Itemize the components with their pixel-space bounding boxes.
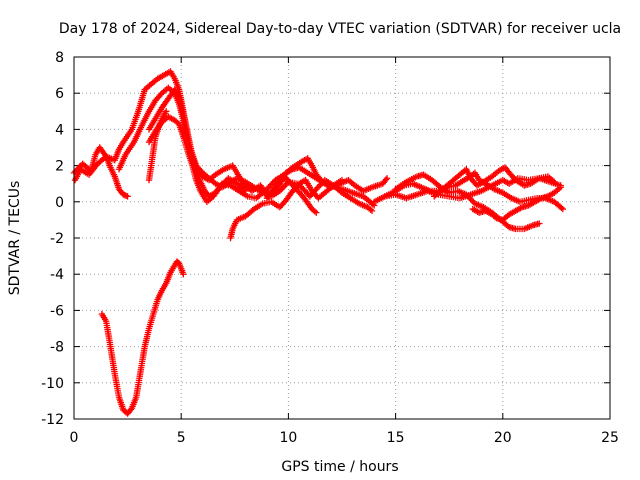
y-tick-label: -6	[50, 303, 64, 319]
x-tick-label: 20	[494, 430, 512, 446]
plot-frame	[73, 56, 611, 420]
data-point	[198, 168, 205, 175]
y-tick-label: -2	[50, 231, 64, 247]
data-series-track-i	[98, 258, 187, 417]
data-series-track-g	[227, 176, 346, 242]
data-point	[382, 176, 390, 183]
data-point	[559, 205, 567, 213]
data-point	[124, 193, 131, 200]
data-series-track-n	[469, 184, 564, 224]
y-tick-labels: -12 -10 -8 -6 -4 -2 0 2 4 6 8	[41, 50, 64, 428]
y-tick-label: -8	[50, 340, 64, 356]
data-point	[240, 186, 248, 193]
x-tick-label: 10	[279, 430, 297, 446]
data-point	[162, 108, 170, 115]
data-series-track-d	[145, 86, 376, 215]
data-point	[157, 91, 164, 98]
y-tick-label: 4	[55, 122, 64, 138]
plot-area	[70, 68, 567, 417]
y-tick-label: 0	[55, 195, 64, 211]
data-point	[383, 175, 391, 182]
data-point	[311, 208, 319, 215]
data-point	[368, 207, 376, 215]
grid	[74, 57, 610, 419]
data-point	[242, 187, 249, 195]
data-point	[557, 184, 564, 191]
data-point	[536, 220, 543, 227]
x-tick-label: 5	[177, 430, 186, 446]
x-tick-labels: 0 5 10 15 20 25	[70, 430, 619, 446]
y-axis-label: SDTVAR / TECUs	[7, 181, 23, 296]
data-series-track-e	[145, 113, 249, 205]
data-point	[558, 204, 565, 212]
x-tick-label: 15	[387, 430, 405, 446]
data-series-track-k	[381, 169, 567, 213]
data-point	[551, 178, 558, 186]
x-tick-label: 25	[601, 430, 619, 446]
y-tick-label: 8	[55, 50, 64, 66]
y-tick-label: -4	[50, 267, 64, 283]
y-tick-label: 2	[55, 159, 64, 175]
data-point	[338, 176, 346, 184]
chart-title: Day 178 of 2024, Sidereal Day-to-day VTE…	[59, 21, 621, 37]
data-series-track-f	[145, 108, 170, 184]
data-point	[313, 209, 320, 216]
data-series-track-h	[263, 175, 320, 216]
data-series-track-j	[370, 175, 564, 205]
data-point	[180, 271, 187, 278]
x-axis-label: GPS time / hours	[281, 459, 398, 475]
data-series-track-m	[430, 164, 558, 200]
y-tick-label: 6	[55, 86, 64, 102]
y-tick-label: -10	[41, 376, 64, 392]
data-point	[367, 206, 374, 213]
y-tick-label: -12	[41, 412, 64, 428]
x-tick-label: 0	[70, 430, 79, 446]
